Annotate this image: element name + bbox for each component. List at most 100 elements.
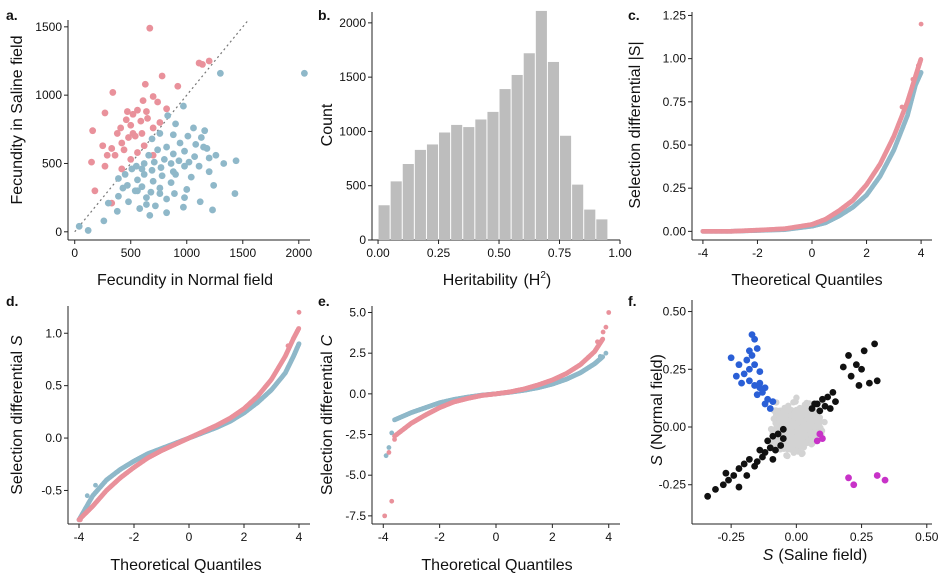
panel-f-highlight-point (811, 400, 819, 408)
panel-b-x-tick-label: 0.00 (366, 246, 390, 260)
panel-a-scatter-point (138, 130, 146, 137)
panel-a-scatter-point (163, 105, 170, 113)
panel-d-qq-point (285, 343, 291, 349)
panel-f-background-point (812, 417, 819, 424)
panel-a-scatter-point (89, 127, 97, 135)
panel-a-scatter-point (190, 124, 197, 132)
panel-e-qq-point (392, 437, 397, 442)
panel-f-background-point (815, 422, 823, 430)
panel-f-highlight-point (819, 395, 826, 403)
panel-f-highlight-point (829, 388, 837, 396)
panel-f-highlight-point (751, 361, 759, 369)
panel-a-scatter-point (156, 184, 164, 192)
panel-f-highlight-point (845, 352, 852, 359)
panel-a-scatter-point (129, 110, 137, 118)
panel-f-xlabel: S (Saline field) (763, 547, 868, 564)
panel-e-qq-point (383, 453, 389, 459)
panel-a-scatter-point (187, 173, 195, 181)
panel-a-scatter-point (75, 222, 83, 230)
panel-f-background-point (790, 399, 797, 406)
panel-f-background-point (797, 413, 804, 420)
panel-f-ylabel-text: (Normal field) (649, 354, 666, 450)
panel-f-highlight-point (712, 485, 719, 493)
panel-c-x-tick-label: 2 (863, 246, 870, 260)
panel-f-ylabel: S (Normal field) (649, 354, 666, 466)
panel-a-scatter-point (140, 160, 148, 167)
panel-a-scatter-point (205, 168, 213, 176)
panel-c-y-tick-label: 0.75 (663, 95, 687, 109)
panel-a-scatter-point (149, 93, 157, 100)
panel-b-x-tick-label: 0.25 (427, 246, 451, 260)
panel-a-scatter-point (169, 131, 177, 139)
panel-f-highlight-point (779, 435, 787, 442)
panel-d-x-tick-label: 0 (186, 530, 193, 544)
panel-c-xlabel: Theoretical Quantiles (731, 272, 882, 289)
panel-f-highlight-point (845, 474, 852, 482)
panel-b-x-tick-label: 0.50 (487, 246, 511, 260)
panel-f-highlight-point (850, 481, 858, 489)
panel-c-x-tick-label: -2 (752, 246, 763, 260)
panel-a-scatter-point (212, 151, 220, 159)
panel-a-y-tick-label: 500 (42, 156, 62, 170)
panel-f-highlight-point (738, 379, 745, 387)
panel-a-scatter-point (137, 117, 145, 125)
panel-b-histogram-bar (511, 74, 523, 240)
panel-f-xlabel-symbol: S (763, 547, 774, 564)
panel-f-highlight-point (881, 476, 889, 484)
panel-f-highlight-point (777, 442, 785, 449)
panel-c-qq-point (915, 63, 921, 68)
panel-f-highlight-point (735, 361, 743, 369)
panel-f-highlight-point (751, 382, 759, 389)
panel-e-y-tick-label: 5.0 (349, 306, 366, 320)
panel-f-x-tick-label: 0.25 (850, 530, 874, 544)
panel-f-highlight-point (832, 398, 839, 406)
panel-e-x-tick-label: -2 (434, 530, 445, 544)
panel-b-y-tick-label: 500 (346, 179, 366, 193)
panel-a-scatter-point (151, 202, 159, 210)
panel-d-ylabel: Selection differential S (9, 335, 26, 495)
panel-f-highlight-point (756, 446, 764, 454)
panel-f-highlight-point (772, 446, 779, 454)
panel-e-y-tick-label: 0.0 (349, 387, 366, 401)
panel-f-highlight-point (858, 365, 865, 373)
panel-e-qq-point (386, 445, 392, 450)
panel-a-scatter-point (181, 194, 188, 202)
panel-d-x-tick-label: -4 (74, 530, 85, 544)
panel-a-scatter-point (156, 119, 164, 126)
panel-e-qq-point (382, 513, 388, 519)
panel-a-scatter-point (205, 57, 213, 65)
panel-a-scatter-point (200, 143, 207, 151)
panel-b-histogram-bar (402, 164, 414, 240)
panel-a-scatter-point (158, 172, 166, 180)
panel-f-highlight-point (735, 483, 743, 491)
panel-d-qq-point (291, 336, 296, 341)
panel-b-histogram-bar (390, 181, 402, 240)
panel-e-y-tick-label: -5.0 (345, 468, 366, 482)
panel-a-scatter-point (128, 165, 136, 173)
panel-c-y-tick-label: 1.25 (663, 8, 687, 22)
panel-c-ylabel: Selection differential |S| (627, 41, 644, 208)
panel-d-y-tick-label: 1.0 (45, 326, 62, 340)
panel-a-y-tick-label: 1500 (35, 20, 62, 34)
panel-b-y-tick-label: 1500 (339, 70, 366, 84)
panel-f-y-tick-label: 0.50 (663, 305, 687, 319)
panel-a-scatter-point (143, 108, 150, 115)
panel-a-scatter-point (145, 151, 153, 159)
panel-a-scatter-point (210, 181, 218, 189)
panel-f-highlight-point (722, 469, 730, 477)
panel-a-scatter-point (113, 207, 121, 215)
panel-f-highlight-point (725, 476, 732, 484)
panel-c-qq-point (918, 57, 924, 62)
panel-d-ylabel-text: Selection differential (9, 351, 26, 495)
panel-f-highlight-point (761, 400, 769, 408)
panel-a-scatter-point (109, 89, 117, 96)
panel-a-scatter-point (179, 102, 187, 110)
panel-d-y-tick-label: 0.0 (45, 431, 62, 445)
panel-f-background-point (799, 424, 807, 432)
panel-f-background-point (802, 431, 809, 438)
panel-d-qq-point (296, 341, 302, 347)
panel-a-scatter-point (148, 135, 156, 143)
